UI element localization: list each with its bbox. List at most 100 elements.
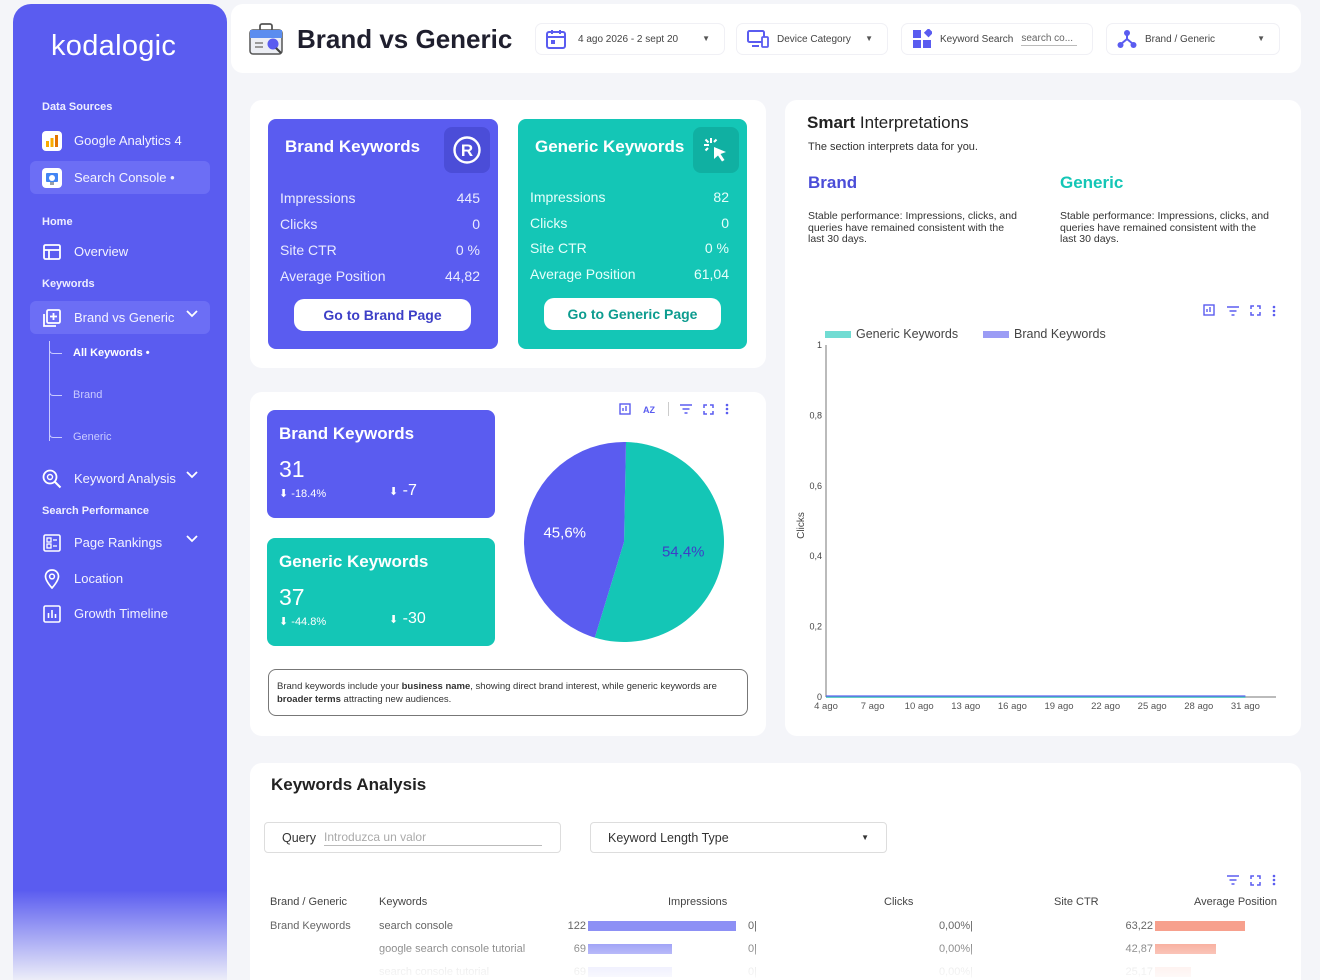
card-count: 31 [279,456,305,482]
table-fade [250,935,1300,980]
sidebar-item-keyword-analysis[interactable]: Keyword Analysis [30,462,210,495]
fullscreen-icon[interactable] [1250,874,1261,886]
kpi-label: Impressions [530,189,606,205]
note-text: attracting new audiences. [340,694,452,705]
filter-icon[interactable] [1227,875,1239,885]
card-count: 37 [279,584,305,610]
sidebar-item-growth-timeline[interactable]: Growth Timeline [30,597,210,630]
keyword-search-filter[interactable]: Keyword Search search co... [902,24,1092,54]
kpi-value: 61,04 [693,266,729,282]
page-title: Brand vs Generic [297,24,513,54]
info-note: Brand keywords include your business nam… [268,669,748,716]
kpi-label: Site CTR [530,240,587,256]
section-search-performance: Search Performance [42,505,149,517]
y-tick-label: 0,8 [809,410,822,420]
kpi-label: Average Position [530,266,636,282]
smart-title-bold: Smart [807,113,856,132]
chart-settings-icon[interactable] [1203,304,1216,317]
y-tick-label: 1 [817,340,822,350]
more-vert-icon[interactable] [725,403,729,415]
sidebar-item-location[interactable]: Location [30,562,210,595]
fullscreen-icon[interactable] [1250,305,1261,316]
more-vert-icon[interactable] [1272,305,1276,317]
generic-kpi-card: Generic Keywords Impressions 82 Clicks 0 S… [518,119,747,349]
logo: kodalogic [51,30,177,62]
toolbox-icon [249,22,285,61]
sort-az-icon[interactable]: AZ [643,403,657,415]
device-category-filter[interactable]: Device Category ▼ [737,24,887,54]
date-range-picker[interactable]: 4 ago 2026 - 2 sept 20 ▼ [536,24,724,54]
fullscreen-icon[interactable] [703,403,714,415]
card-percent-value: -18.4% [291,488,327,500]
generic-kpi-title: Generic Keywords [535,137,685,156]
brand-interpretation-heading: Brand [808,173,858,192]
add-box-icon [42,308,62,328]
legend-item-generic: Generic Keywords [825,327,958,341]
card-title: Generic Keywords [279,552,429,571]
more-vert-icon[interactable] [1272,874,1276,886]
column-header-keywords[interactable]: Keywords [379,896,428,908]
sidebar-item-search-console[interactable]: Search Console • [30,161,210,194]
registered-icon: R [444,127,490,173]
generic-interpretation-heading: Generic [1060,173,1124,192]
sidebar-item-brand-vs-generic[interactable]: Brand vs Generic [30,301,210,334]
brand-generic-filter[interactable]: Brand / Generic ▼ [1107,24,1279,54]
cell-brand-generic: Brand Keywords [270,920,351,932]
pie-slice-label: 45,6% [543,525,586,542]
column-header-brand-generic[interactable]: Brand / Generic [270,896,348,908]
smart-title: Smart Interpretations [807,113,969,133]
kpi-label: Impressions [280,190,356,206]
keyword-search-label: Keyword Search [940,33,1014,45]
x-tick-label: 16 ago [998,701,1027,712]
sidebar-item-page-rankings[interactable]: Page Rankings [30,526,210,559]
brand-interpretation-text: Stable performance: Impressions, clicks,… [808,210,1017,245]
section-home: Home [42,216,73,228]
column-header-impressions[interactable]: Impressions [668,896,728,908]
x-tick-label: 25 ago [1138,701,1167,712]
sidebar-item-label: Brand vs Generic [74,310,175,325]
section-data-sources: Data Sources [42,101,113,113]
column-header-site-ctr[interactable]: Site CTR [1054,896,1099,908]
card-percent-value: -44.8% [291,616,327,628]
svg-text:R: R [461,141,473,160]
sidebar-subitem-brand[interactable]: Brand [48,383,103,401]
pie-slice-generic[interactable] [594,442,724,642]
query-filter[interactable]: Query Introduzca un valor [264,822,561,853]
generic-kpi-row: Site CTR 0 % [530,240,729,256]
cell-clicks: 0| [748,920,757,932]
x-tick-label: 22 ago [1091,701,1120,712]
x-tick-label: 7 ago [861,701,885,712]
column-header-clicks[interactable]: Clicks [884,896,914,908]
search-console-icon [42,167,62,188]
keyword-search-input[interactable]: search co... [1021,33,1078,46]
pie-toolbar: AZ [619,402,729,416]
date-range-value: 4 ago 2026 - 2 sept 20 [578,33,679,45]
brand-generic-label: Brand / Generic [1145,33,1216,45]
x-tick-label: 10 ago [905,701,934,712]
chart-settings-icon[interactable] [619,402,632,416]
column-header-average-position[interactable]: Average Position [1194,896,1277,908]
sidebar-item-label: Keyword Analysis [74,471,176,486]
rankings-icon [42,533,62,553]
filter-icon[interactable] [1227,305,1239,316]
kpi-label: Site CTR [280,242,337,258]
kpi-label: Clicks [530,215,568,231]
keyword-length-type-dropdown[interactable]: Keyword Length Type ▼ [590,822,887,853]
position-bar [1155,921,1245,931]
brand-kpi-row: Clicks 0 [280,216,480,232]
widgets-icon [912,29,932,49]
smart-title-rest: Interpretations [855,113,969,132]
sidebar-subitem-all-keywords[interactable]: All Keywords • [49,341,150,359]
sidebar-item-google-analytics[interactable]: Google Analytics 4 [30,124,210,157]
filter-icon[interactable] [680,404,692,414]
keyword-length-type-label: Keyword Length Type [608,830,729,845]
sidebar-subitem-generic[interactable]: Generic [49,425,112,443]
go-to-generic-page-button[interactable]: Go to Generic Page [544,298,721,330]
query-input[interactable]: Introduzca un valor [324,830,543,846]
pie-slice-brand[interactable] [524,442,626,638]
brand-kpi-row: Impressions 445 [280,190,480,206]
sidebar-item-overview[interactable]: Overview [30,235,210,268]
go-to-brand-page-button[interactable]: Go to Brand Page [294,299,471,331]
sidebar-item-label: Growth Timeline [74,606,168,621]
line-chart-toolbar [1203,304,1276,317]
